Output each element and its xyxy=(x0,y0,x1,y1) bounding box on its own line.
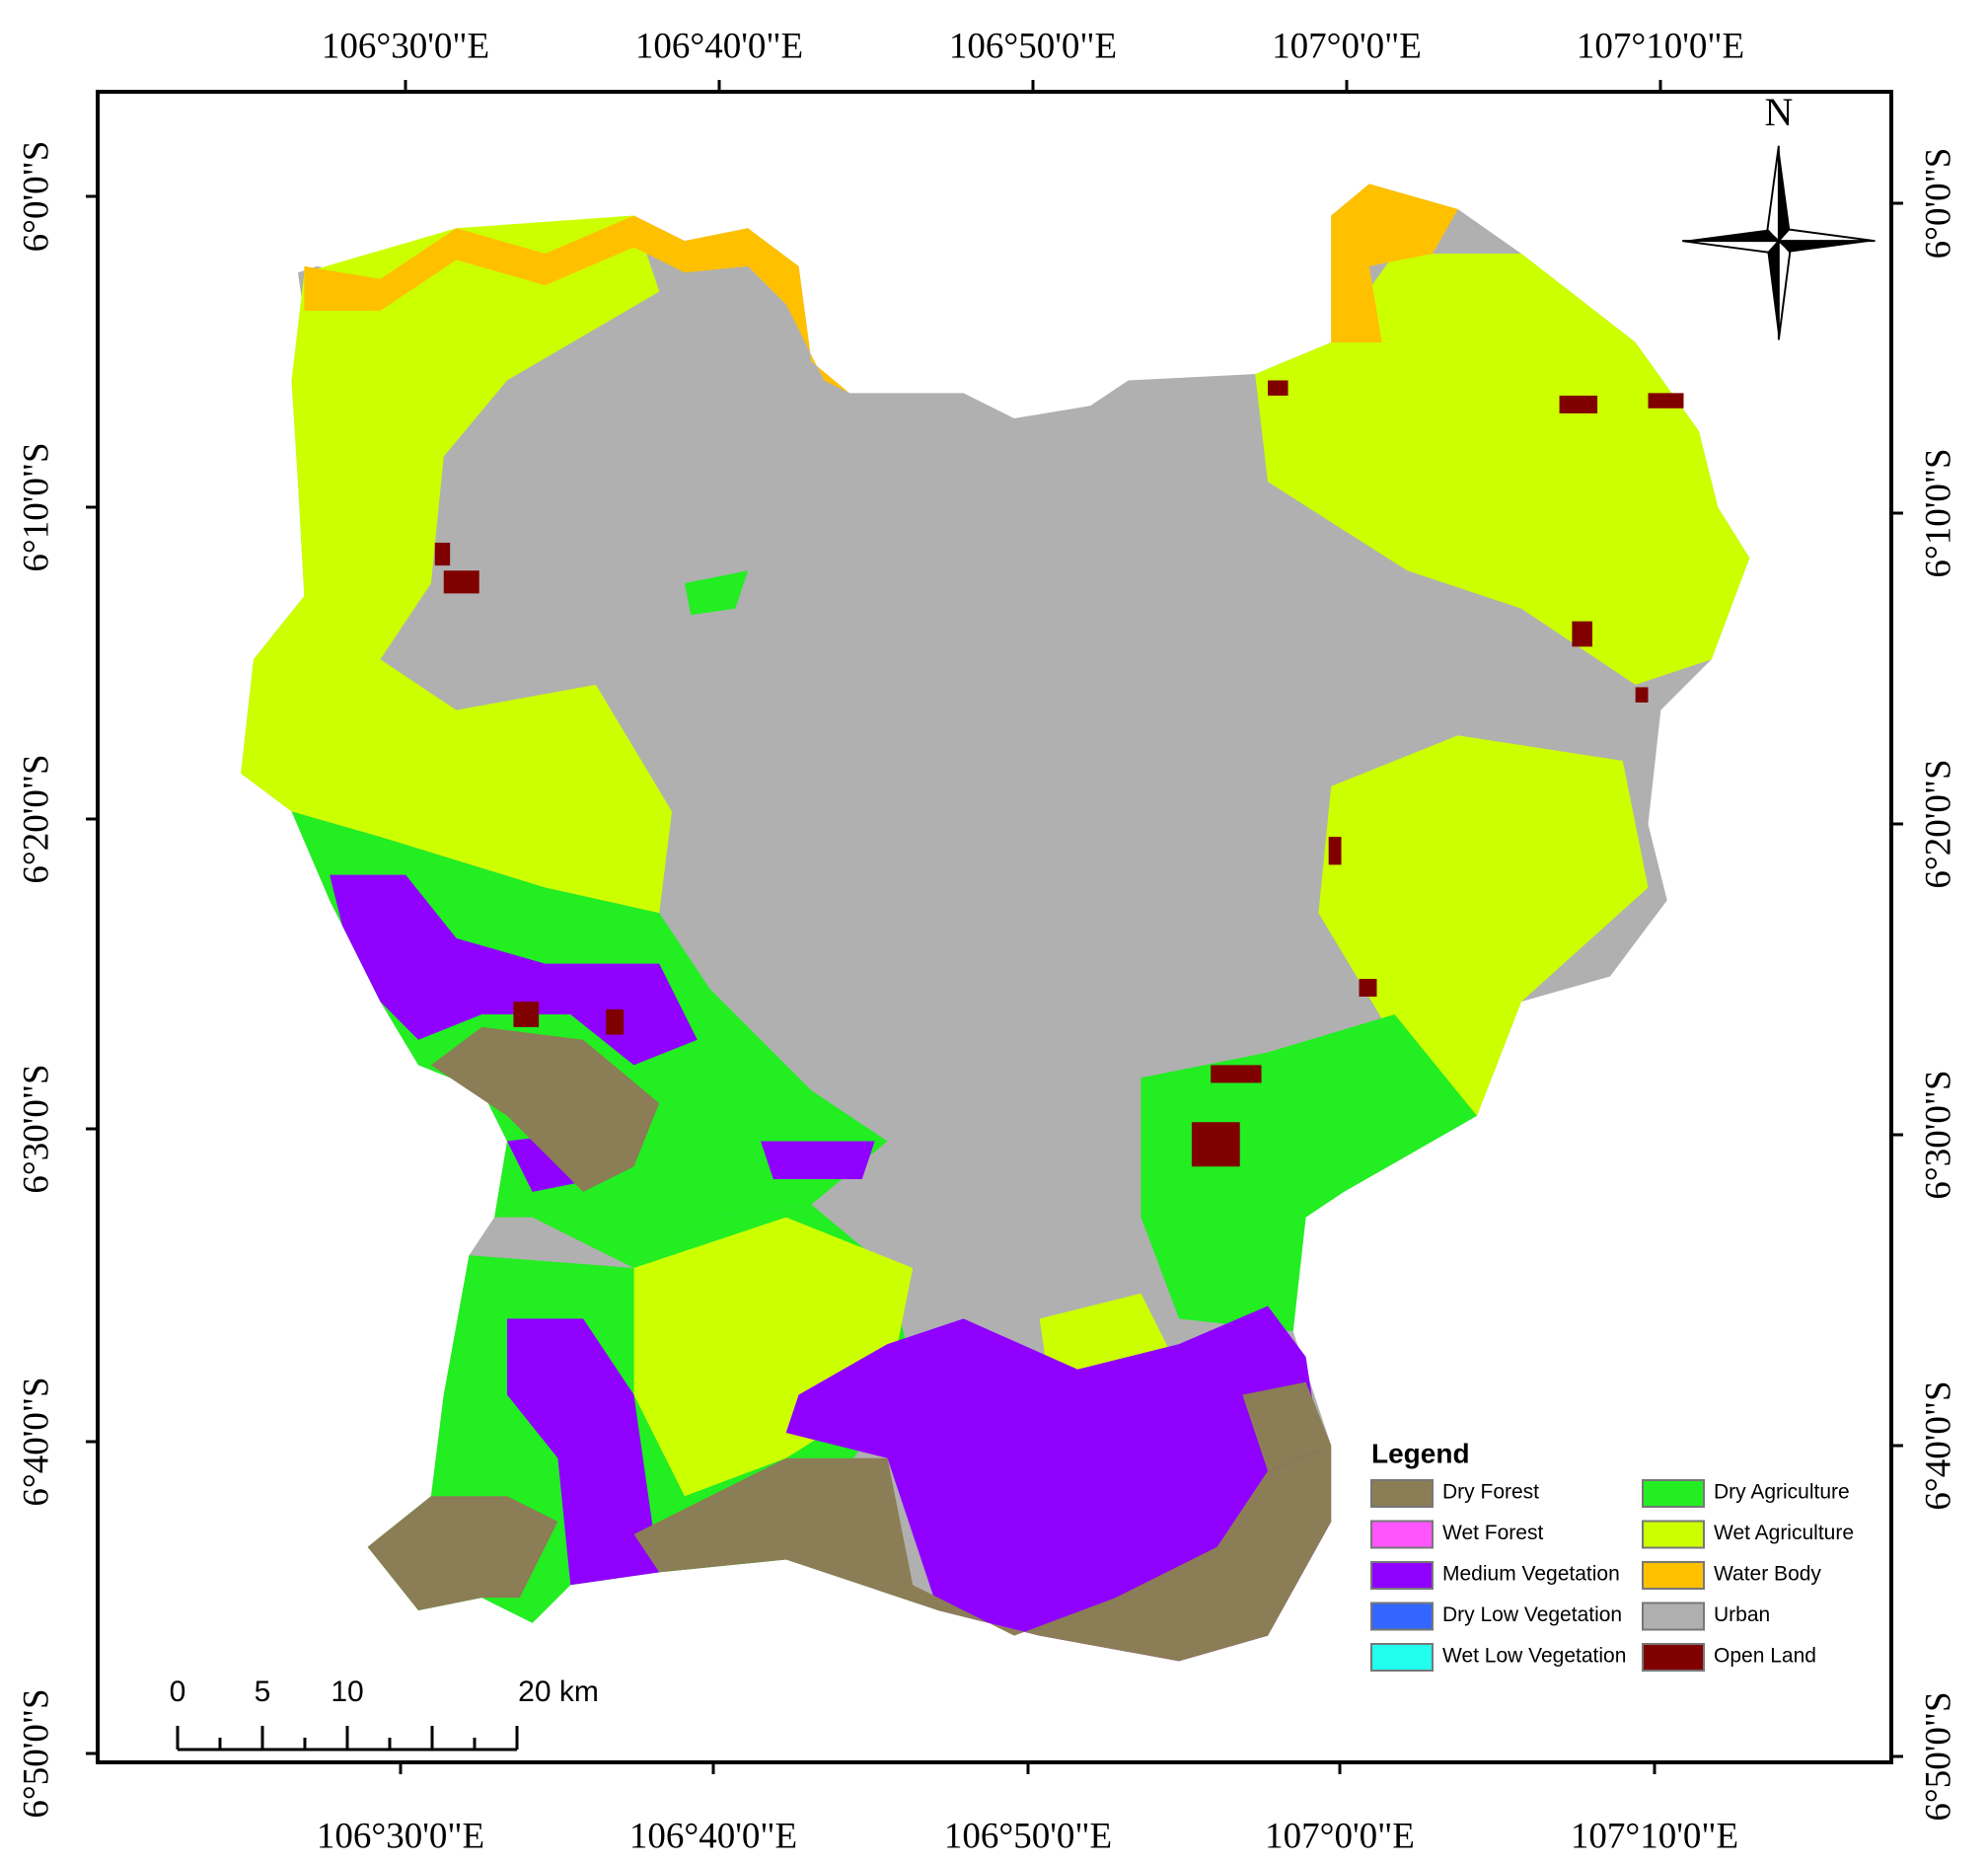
right-coordinate-label: 6°50'0"S xyxy=(1918,1691,1958,1821)
legend-swatch xyxy=(1370,1520,1434,1549)
medium-vegetation-area xyxy=(507,1318,660,1586)
legend-label: Wet Forest xyxy=(1442,1522,1543,1544)
legend-title: Legend xyxy=(1371,1438,1470,1468)
wet-agriculture-area xyxy=(633,1217,914,1497)
legend-swatch xyxy=(1642,1520,1705,1549)
right-coordinate-label: 6°40'0"S xyxy=(1918,1380,1958,1510)
top-coordinate-label: 107°10'0"E xyxy=(1577,26,1744,66)
left-coordinate-label: 6°30'0"S xyxy=(16,1064,56,1193)
wet-agriculture-area xyxy=(241,215,673,914)
bottom-coordinate-label: 106°30'0"E xyxy=(317,1816,484,1856)
legend-swatch xyxy=(1642,1602,1705,1631)
north-arrow-part xyxy=(1766,145,1780,244)
left-coordinate-label: 6°10'0"S xyxy=(16,442,56,571)
scale-bar-label: 10 xyxy=(331,1676,363,1708)
legend-label: Water Body xyxy=(1714,1563,1821,1586)
dry-forest-area xyxy=(633,1445,1332,1662)
open-land-patch xyxy=(434,542,451,566)
scale-bar-label: 5 xyxy=(255,1676,271,1708)
map-frame xyxy=(96,90,1893,1764)
top-coordinate-label: 106°30'0"E xyxy=(322,26,489,66)
legend-label: Open Land xyxy=(1714,1645,1816,1668)
legend-swatch xyxy=(1370,1561,1434,1590)
legend-label: Dry Forest xyxy=(1442,1481,1539,1504)
medium-vegetation-area xyxy=(330,874,698,1066)
legend-label: Wet Low Vegetation xyxy=(1442,1645,1626,1668)
water-body-area xyxy=(304,215,849,394)
legend-swatch xyxy=(1370,1479,1434,1508)
north-arrow-part xyxy=(1682,240,1782,254)
open-land-patch xyxy=(1572,621,1592,647)
bottom-coordinate-label: 107°0'0"E xyxy=(1265,1816,1415,1856)
open-land-patch xyxy=(1268,380,1289,396)
open-land-patch xyxy=(1559,395,1598,413)
scale-bar-label: 20 km xyxy=(518,1676,599,1708)
north-arrow-part xyxy=(1682,229,1779,242)
open-land-patch xyxy=(1191,1122,1240,1167)
legend-swatch xyxy=(1642,1561,1705,1590)
north-label: N xyxy=(1765,90,1794,134)
north-arrow-part xyxy=(1777,239,1792,340)
open-land-patch xyxy=(1635,687,1649,703)
dry-forest-area xyxy=(430,1026,660,1192)
medium-vegetation-area xyxy=(761,1141,875,1180)
north-arrow-part xyxy=(1778,241,1876,253)
north-arrow-part xyxy=(1776,228,1876,243)
top-coordinate-label: 106°50'0"E xyxy=(949,26,1117,66)
bottom-coordinate-label: 107°10'0"E xyxy=(1571,1816,1738,1856)
bottom-coordinate-label: 106°40'0"E xyxy=(629,1816,797,1856)
bottom-coordinate-label: 106°50'0"E xyxy=(944,1816,1112,1856)
north-arrow-part xyxy=(1778,145,1791,242)
left-coordinate-label: 6°20'0"S xyxy=(16,754,56,883)
open-land-patch xyxy=(1648,393,1684,409)
north-arrow-part xyxy=(1767,241,1779,340)
top-coordinate-label: 107°0'0"E xyxy=(1272,26,1422,66)
open-land-patch xyxy=(1328,837,1342,865)
dry-forest-area xyxy=(367,1496,558,1610)
dry-agriculture-area xyxy=(684,570,749,616)
land-cover-map xyxy=(241,145,1876,1662)
wet-agriculture-area xyxy=(1318,735,1649,1116)
left-coordinate-label: 6°40'0"S xyxy=(16,1377,56,1506)
open-land-patch xyxy=(513,1002,540,1027)
legend-label: Medium Vegetation xyxy=(1442,1563,1620,1586)
legend-swatch xyxy=(1642,1643,1705,1672)
legend-label: Dry Low Vegetation xyxy=(1442,1603,1622,1626)
legend-swatch xyxy=(1370,1643,1434,1672)
top-coordinate-label: 106°40'0"E xyxy=(635,26,803,66)
legend-swatch xyxy=(1642,1479,1705,1508)
right-coordinate-label: 6°10'0"S xyxy=(1918,448,1958,577)
right-coordinate-label: 6°30'0"S xyxy=(1918,1070,1958,1199)
open-land-patch xyxy=(606,1008,625,1035)
open-land-patch xyxy=(443,570,479,594)
scale-bar-label: 0 xyxy=(170,1676,186,1708)
left-coordinate-label: 6°0'0"S xyxy=(16,141,56,253)
wet-agriculture-area xyxy=(1255,254,1750,685)
open-land-patch xyxy=(1211,1065,1262,1083)
legend-label: Urban xyxy=(1714,1603,1770,1626)
dry-forest-area xyxy=(1242,1381,1332,1471)
north-arrow xyxy=(1682,145,1876,340)
open-land-patches xyxy=(434,380,1684,1167)
open-land-patch xyxy=(1359,979,1377,998)
legend-label: Wet Agriculture xyxy=(1714,1522,1854,1544)
legend-label: Dry Agriculture xyxy=(1714,1481,1850,1504)
left-coordinate-label: 6°50'0"S xyxy=(16,1688,56,1818)
water-body-area xyxy=(1331,184,1458,342)
right-coordinate-label: 6°20'0"S xyxy=(1918,759,1958,888)
dry-agriculture-area xyxy=(1141,1014,1478,1332)
legend-swatch xyxy=(1370,1602,1434,1631)
right-coordinate-label: 6°0'0"S xyxy=(1918,148,1958,260)
